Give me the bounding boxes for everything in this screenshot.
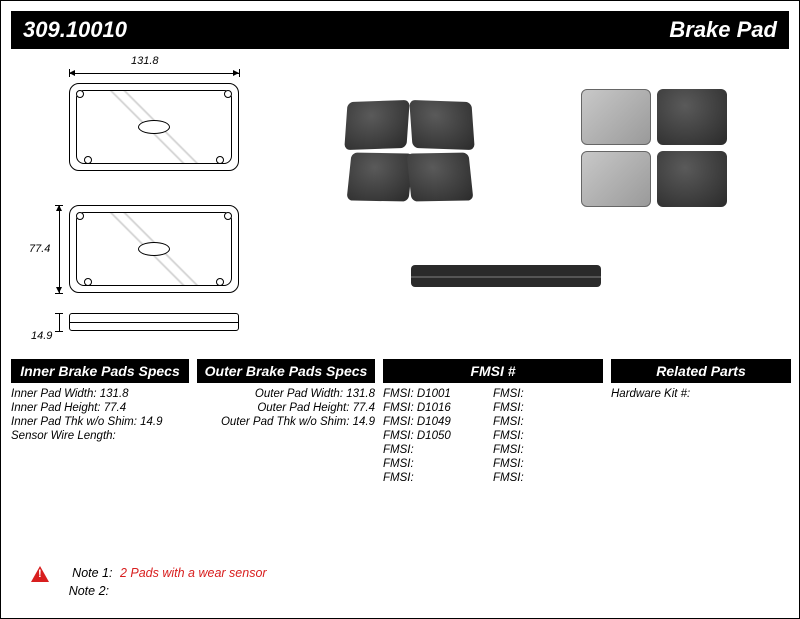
notes-section: Note 1: 2 Pads with a wear sensor Note 2… bbox=[31, 566, 267, 598]
spec-row: Outer Pad Height: 77.4 bbox=[197, 401, 375, 415]
fmsi-row: FMSI: D1050 bbox=[383, 429, 493, 443]
header-bar: 309.10010 Brake Pad bbox=[11, 11, 789, 49]
dim-height-label: 77.4 bbox=[29, 243, 50, 255]
note2-label: Note 2: bbox=[57, 584, 109, 598]
spec-row: Inner Pad Thk w/o Shim: 14.9 bbox=[11, 415, 189, 429]
spec-row: Outer Pad Width: 131.8 bbox=[197, 387, 375, 401]
technical-drawing: 131.8 77.4 bbox=[11, 55, 281, 359]
outer-specs-col: Outer Brake Pads Specs Outer Pad Width: … bbox=[197, 359, 375, 485]
dim-width-label: 131.8 bbox=[131, 55, 159, 67]
fmsi-col: FMSI # FMSI: D1001 FMSI: D1016 FMSI: D10… bbox=[383, 359, 603, 485]
fmsi-row: FMSI: bbox=[383, 457, 493, 471]
part-number: 309.10010 bbox=[23, 17, 127, 43]
outer-specs-header: Outer Brake Pads Specs bbox=[197, 359, 375, 383]
fmsi-row: FMSI: bbox=[493, 471, 603, 485]
fmsi-row: FMSI: bbox=[383, 443, 493, 457]
note1-text: 2 Pads with a wear sensor bbox=[120, 566, 267, 580]
note1-label: Note 1: bbox=[60, 566, 112, 580]
warning-icon bbox=[31, 566, 49, 582]
fmsi-row: FMSI: bbox=[493, 443, 603, 457]
fmsi-row: FMSI: D1016 bbox=[383, 401, 493, 415]
related-header: Related Parts bbox=[611, 359, 791, 383]
fmsi-row: FMSI: bbox=[383, 471, 493, 485]
specs-section: Inner Brake Pads Specs Inner Pad Width: … bbox=[11, 359, 789, 485]
spec-row: Hardware Kit #: bbox=[611, 387, 791, 401]
spec-row: Inner Pad Width: 131.8 bbox=[11, 387, 189, 401]
spec-row: Outer Pad Thk w/o Shim: 14.9 bbox=[197, 415, 375, 429]
related-parts-col: Related Parts Hardware Kit #: bbox=[611, 359, 791, 485]
fmsi-row: FMSI: bbox=[493, 457, 603, 471]
product-type: Brake Pad bbox=[669, 17, 777, 43]
spec-row: Inner Pad Height: 77.4 bbox=[11, 401, 189, 415]
fmsi-row: FMSI: bbox=[493, 387, 603, 401]
upper-section: 131.8 77.4 bbox=[1, 49, 799, 359]
product-photos bbox=[281, 55, 789, 359]
spec-row: Sensor Wire Length: bbox=[11, 429, 189, 443]
fmsi-row: FMSI: bbox=[493, 415, 603, 429]
fmsi-row: FMSI: D1001 bbox=[383, 387, 493, 401]
fmsi-header: FMSI # bbox=[383, 359, 603, 383]
inner-specs-col: Inner Brake Pads Specs Inner Pad Width: … bbox=[11, 359, 189, 485]
fmsi-row: FMSI: D1049 bbox=[383, 415, 493, 429]
fmsi-row: FMSI: bbox=[493, 401, 603, 415]
fmsi-col1: FMSI: D1001 FMSI: D1016 FMSI: D1049 FMSI… bbox=[383, 387, 493, 485]
fmsi-row: FMSI: bbox=[493, 429, 603, 443]
fmsi-col2: FMSI: FMSI: FMSI: FMSI: FMSI: FMSI: FMSI… bbox=[493, 387, 603, 485]
dim-thk-label: 14.9 bbox=[31, 330, 52, 342]
inner-specs-header: Inner Brake Pads Specs bbox=[11, 359, 189, 383]
